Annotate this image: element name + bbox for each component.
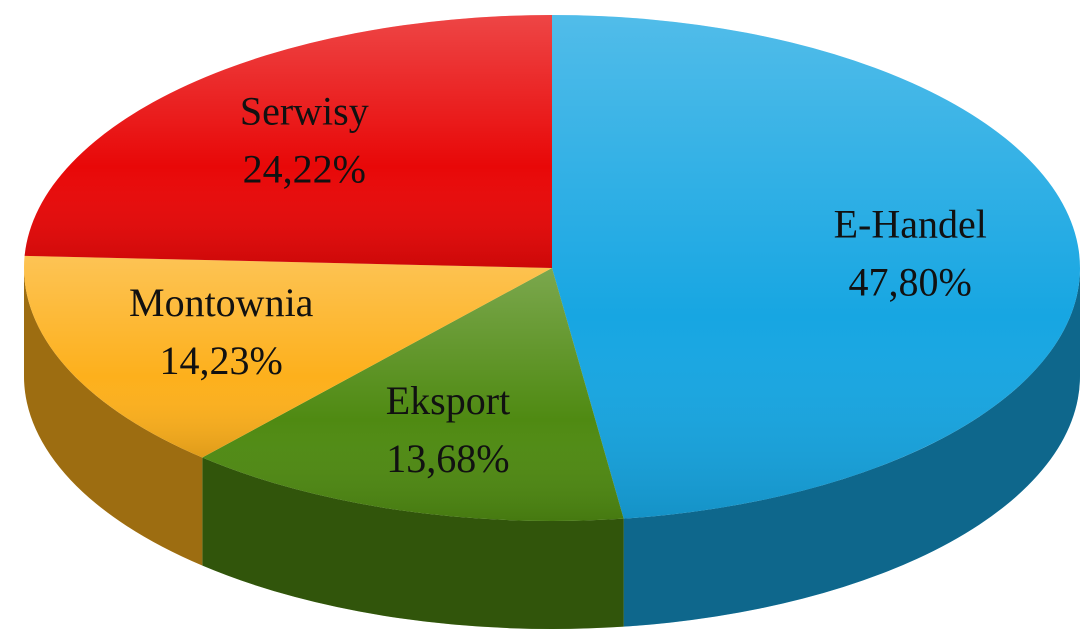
- pie-side: [202, 457, 624, 630]
- slice-value-label: 47,80%: [849, 259, 972, 304]
- slice-value-label: 24,22%: [243, 147, 366, 192]
- pie-side-shade: [623, 268, 1080, 627]
- pie-side-shade: [23, 268, 203, 566]
- pie-slice-shine: [23, 255, 552, 458]
- pie-side: [23, 268, 203, 566]
- pie-slice-shine: [24, 14, 553, 269]
- slice-label: Serwisy: [240, 89, 369, 134]
- pie-side-shade: [202, 457, 624, 630]
- slice-value-label: 14,23%: [160, 338, 283, 383]
- slice-label: Montownia: [129, 280, 314, 325]
- pie-slice-shine: [552, 15, 1081, 519]
- slice-label: E-Handel: [834, 201, 987, 246]
- slice-value-label: 13,68%: [386, 436, 509, 481]
- pie-side: [623, 268, 1080, 627]
- pie-slice-shine: [202, 268, 624, 521]
- slice-label: Eksport: [386, 378, 510, 423]
